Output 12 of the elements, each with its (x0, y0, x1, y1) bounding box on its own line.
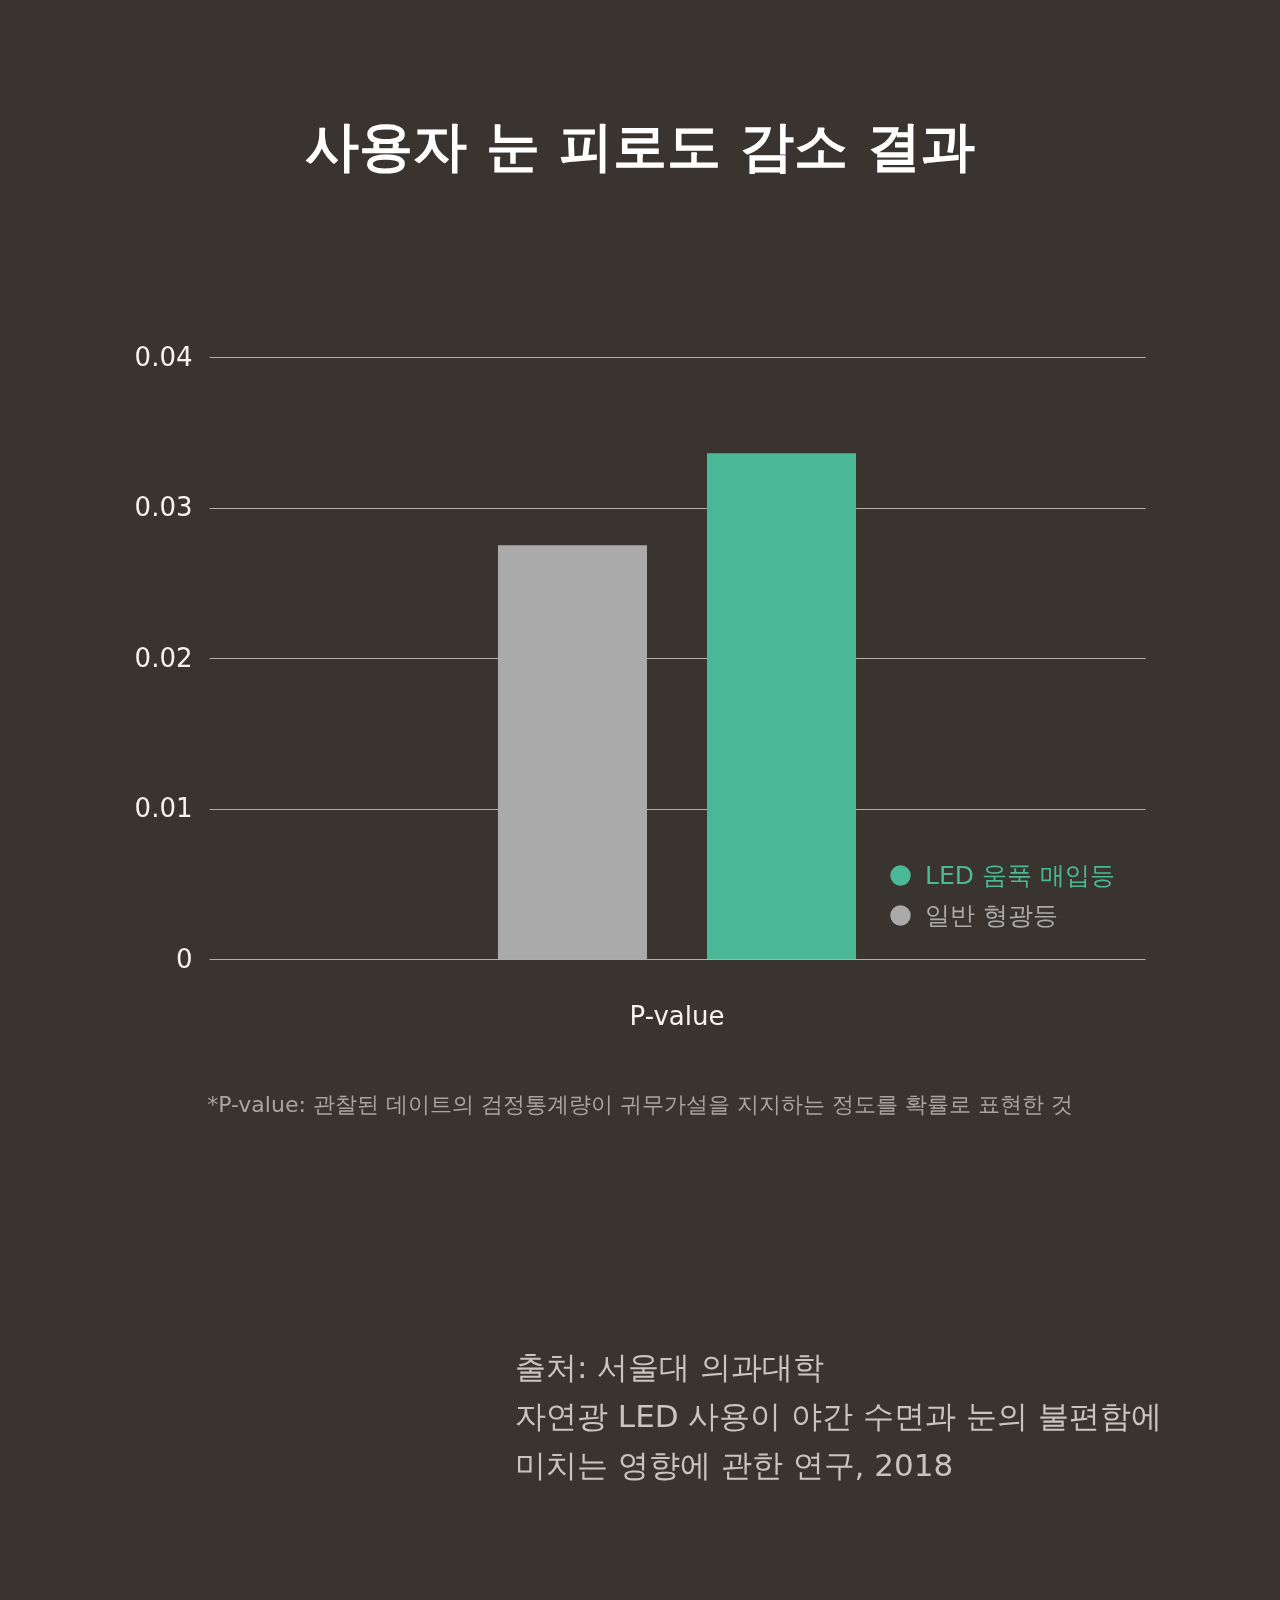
text: *P-value: 관찰된 데이트의 검정통계량이 귀무가설을 지지하는 정도를 확률로 표현한 것 (206, 1091, 1074, 1119)
y-tick-label: 0.01 (134, 793, 193, 823)
y-tick-label: 0.04 (134, 341, 193, 372)
text: 자연광 LED 사용이 야간 수면과 눈의 불편함에 미치는 영향에 관한 연구, 2018 (515, 1397, 1163, 1485)
x-tick-label: P-value (629, 1000, 725, 1031)
y-tick-label: 0 (175, 943, 193, 974)
legend-label: LED 움푹 매입등 (925, 860, 1115, 890)
source-note: 출처: 서울대 의과대학 (515, 1348, 826, 1387)
chart-title: 사용자 눈 피로도 감소 결과 (304, 114, 976, 180)
y-tick-label: 0.03 (134, 492, 193, 522)
legend-label: 일반 형광등 (925, 900, 1058, 930)
y-tick-label: 0.02 (134, 642, 193, 673)
